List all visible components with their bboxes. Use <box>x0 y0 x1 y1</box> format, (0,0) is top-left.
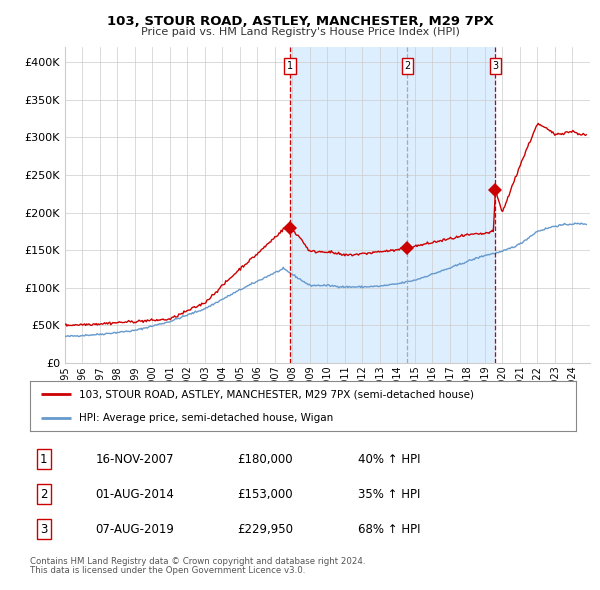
Text: 2: 2 <box>404 61 410 71</box>
Text: 2: 2 <box>40 487 47 501</box>
Text: 40% ↑ HPI: 40% ↑ HPI <box>358 453 420 466</box>
Text: 3: 3 <box>492 61 499 71</box>
Text: Contains HM Land Registry data © Crown copyright and database right 2024.: Contains HM Land Registry data © Crown c… <box>30 557 365 566</box>
Text: 01-AUG-2014: 01-AUG-2014 <box>95 487 175 501</box>
Text: 35% ↑ HPI: 35% ↑ HPI <box>358 487 420 501</box>
Text: 1: 1 <box>40 453 47 466</box>
Text: £229,950: £229,950 <box>238 523 293 536</box>
Text: 07-AUG-2019: 07-AUG-2019 <box>95 523 175 536</box>
Text: 103, STOUR ROAD, ASTLEY, MANCHESTER, M29 7PX (semi-detached house): 103, STOUR ROAD, ASTLEY, MANCHESTER, M29… <box>79 389 474 399</box>
Text: £180,000: £180,000 <box>238 453 293 466</box>
Text: £153,000: £153,000 <box>238 487 293 501</box>
Text: 103, STOUR ROAD, ASTLEY, MANCHESTER, M29 7PX: 103, STOUR ROAD, ASTLEY, MANCHESTER, M29… <box>107 15 493 28</box>
Text: Price paid vs. HM Land Registry's House Price Index (HPI): Price paid vs. HM Land Registry's House … <box>140 27 460 37</box>
Bar <box>290 47 496 363</box>
Text: 3: 3 <box>40 523 47 536</box>
Text: 16-NOV-2007: 16-NOV-2007 <box>95 453 174 466</box>
Text: 68% ↑ HPI: 68% ↑ HPI <box>358 523 420 536</box>
Text: This data is licensed under the Open Government Licence v3.0.: This data is licensed under the Open Gov… <box>30 566 305 575</box>
Text: 1: 1 <box>287 61 293 71</box>
Text: HPI: Average price, semi-detached house, Wigan: HPI: Average price, semi-detached house,… <box>79 413 334 423</box>
